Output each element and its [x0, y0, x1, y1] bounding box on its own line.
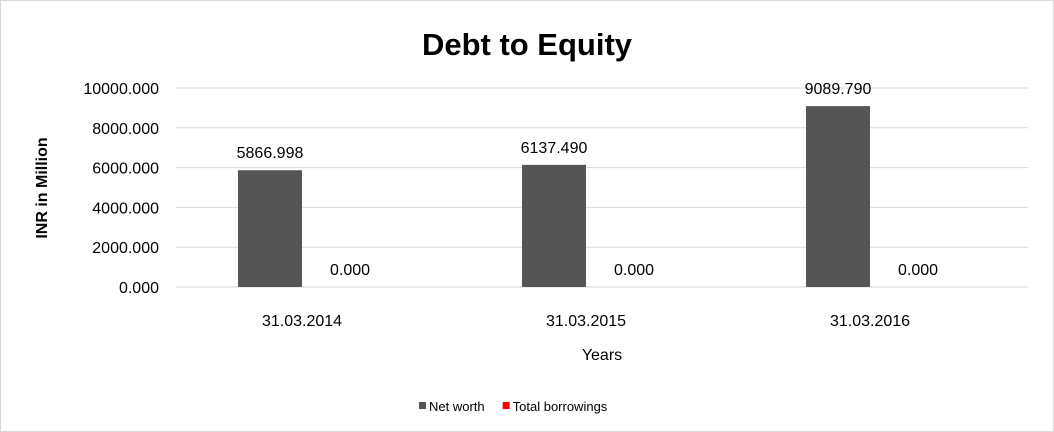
- data-label: 6137.490: [521, 140, 588, 157]
- legend-swatch: [419, 402, 426, 409]
- legend-label: Total borrowings: [513, 399, 608, 414]
- bar-net-worth: [522, 164, 586, 287]
- y-tick-label: 2000.000: [92, 240, 159, 257]
- bar-net-worth: [806, 106, 870, 287]
- legend-swatch: [502, 402, 510, 409]
- x-axis-label: Years: [582, 347, 622, 364]
- y-tick-label: 10000.000: [83, 81, 159, 98]
- legend-label: Net worth: [429, 399, 485, 414]
- y-tick-label: 8000.000: [92, 121, 159, 138]
- x-tick-label: 31.03.2016: [830, 313, 910, 330]
- data-label: 5866.998: [237, 145, 304, 162]
- y-axis-label: INR in Million: [34, 137, 51, 238]
- bar-net-worth: [238, 170, 302, 287]
- x-tick-label: 31.03.2014: [262, 313, 342, 330]
- data-label: 0.000: [614, 262, 654, 279]
- data-label: 0.000: [330, 262, 370, 279]
- data-label: 9089.790: [805, 81, 872, 98]
- x-tick-label: 31.03.2015: [546, 313, 626, 330]
- y-tick-label: 0.000: [119, 280, 159, 297]
- y-tick-label: 4000.000: [92, 200, 159, 217]
- y-tick-label: 6000.000: [92, 161, 159, 178]
- chart-title: Debt to Equity: [422, 27, 633, 62]
- data-label: 0.000: [898, 262, 938, 279]
